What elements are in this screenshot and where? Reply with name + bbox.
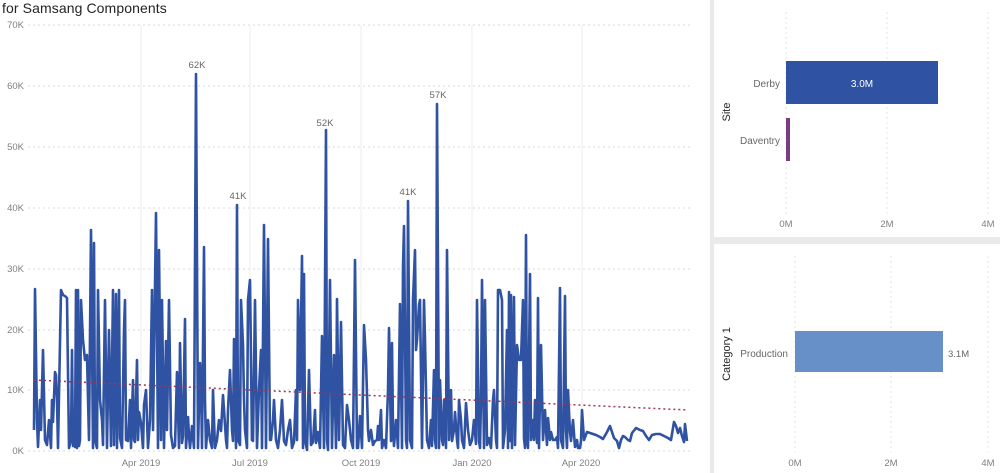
- y-tick: 0K: [12, 446, 24, 457]
- category-bar-chart-panel[interactable]: Category 1 Production 3.1M 0M 2M 4M: [714, 244, 1000, 473]
- x-gridlines: [785, 12, 989, 215]
- site-bar-chart[interactable]: Site Derby Daventry 3.0M 0M 2M 4M: [714, 0, 1000, 237]
- y-gridlines: [28, 24, 690, 452]
- y-tick: 50K: [7, 142, 25, 153]
- line-chart[interactable]: 70K 60K 50K 40K 30K 20K 10K 0K Apr 2019 …: [0, 0, 710, 473]
- y-tick: 60K: [7, 81, 25, 92]
- site-bar-chart-panel[interactable]: Site Derby Daventry 3.0M 0M 2M 4M: [714, 0, 1000, 237]
- x-tick: Jul 2019: [232, 458, 268, 469]
- x-tick: 0M: [788, 458, 801, 469]
- peak-label: 57K: [430, 90, 448, 101]
- y-tick: 30K: [7, 264, 25, 275]
- bar-value-derby: 3.0M: [851, 79, 873, 90]
- category-label-production: Production: [740, 349, 788, 360]
- peak-label: 41K: [230, 191, 248, 202]
- x-gridlines: [140, 25, 583, 451]
- category-bar-chart[interactable]: Category 1 Production 3.1M 0M 2M 4M: [714, 244, 1000, 473]
- x-tick: Jan 2020: [452, 458, 491, 469]
- bar-derby[interactable]: [786, 61, 938, 104]
- bar-value-production: 3.1M: [948, 349, 969, 360]
- x-tick: 2M: [880, 219, 893, 230]
- line-chart-panel[interactable]: for Samsang Components 70K 60K 50K 40K: [0, 0, 710, 473]
- x-tick: 4M: [981, 219, 994, 230]
- bar-daventry[interactable]: [786, 118, 790, 161]
- y-tick: 20K: [7, 325, 25, 336]
- peak-label: 52K: [317, 118, 335, 129]
- x-axis: Apr 2019 Jul 2019 Oct 2019 Jan 2020 Apr …: [122, 458, 601, 469]
- data-line[interactable]: [32, 72, 689, 452]
- x-tick: 4M: [981, 458, 994, 469]
- x-tick: 2M: [884, 458, 897, 469]
- x-tick: 0M: [779, 219, 792, 230]
- axis-title-site: Site: [721, 103, 733, 122]
- peak-label: 41K: [400, 187, 418, 198]
- y-axis: 70K 60K 50K 40K 30K 20K 10K 0K: [7, 20, 25, 457]
- x-tick: Oct 2019: [342, 458, 381, 469]
- peak-labels: 62K 41K 52K 41K 57K: [189, 60, 448, 202]
- axis-title-category: Category 1: [721, 327, 733, 381]
- x-tick: Apr 2020: [562, 458, 601, 469]
- bar-production[interactable]: [795, 331, 943, 372]
- y-tick: 10K: [7, 385, 25, 396]
- y-tick: 70K: [7, 20, 25, 31]
- chart-title: for Samsang Components: [2, 0, 167, 16]
- peak-label: 62K: [189, 60, 207, 71]
- y-tick: 40K: [7, 203, 25, 214]
- category-label-daventry: Daventry: [740, 136, 780, 147]
- category-label-derby: Derby: [753, 79, 780, 90]
- trend-line: [33, 379, 689, 411]
- x-tick: Apr 2019: [122, 458, 161, 469]
